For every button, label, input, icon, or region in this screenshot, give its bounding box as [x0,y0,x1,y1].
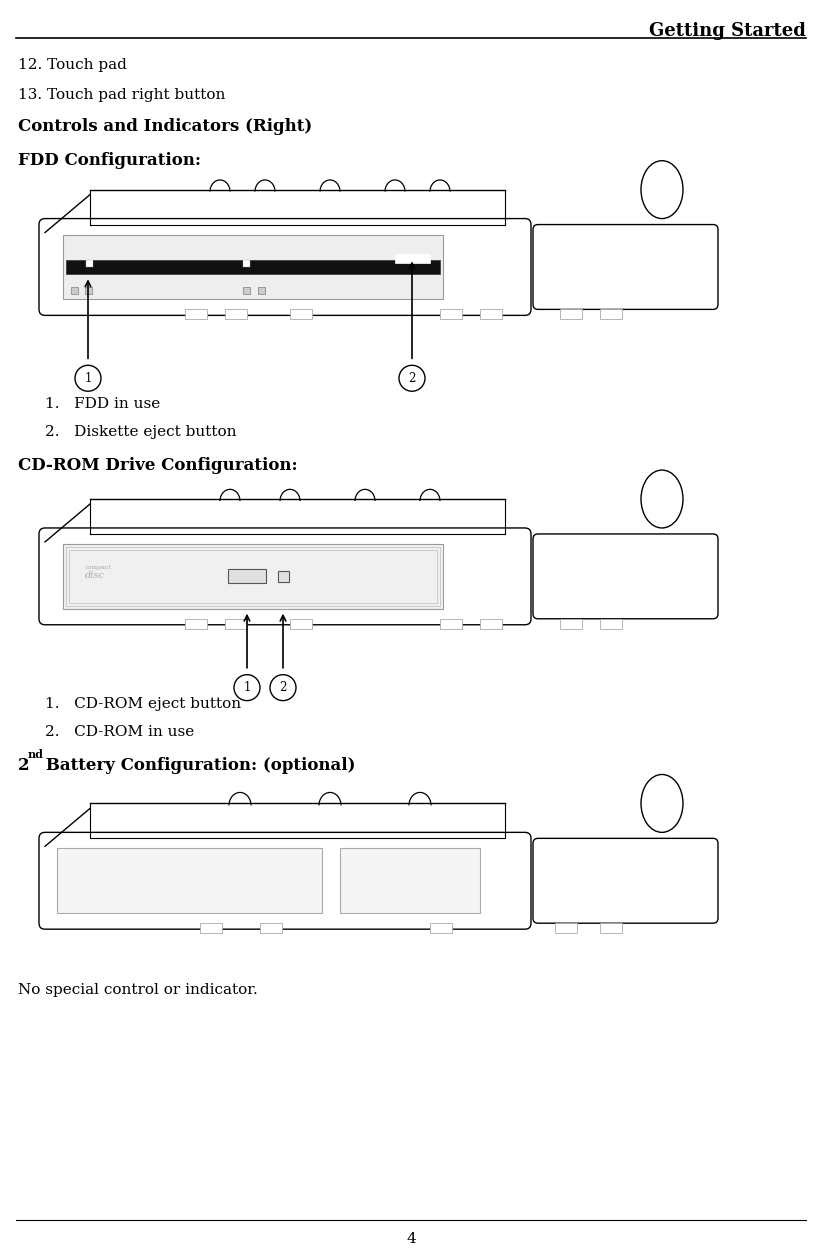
FancyBboxPatch shape [39,832,531,929]
Bar [57,848,322,913]
Bar [185,618,207,628]
Bar [66,261,440,275]
Circle shape [234,674,260,701]
Bar [185,310,207,320]
Bar [600,923,622,933]
Text: disc: disc [85,571,105,581]
FancyBboxPatch shape [533,838,718,923]
Text: 1.   FDD in use: 1. FDD in use [45,397,160,411]
Text: 1: 1 [243,681,251,694]
Bar [243,261,250,267]
Bar [243,287,250,295]
Bar [430,923,452,933]
Bar [480,618,502,628]
Bar [63,543,443,608]
Bar [63,235,443,300]
Bar [600,310,622,320]
FancyBboxPatch shape [533,225,718,310]
Bar [290,618,312,628]
Bar [340,848,480,913]
Bar [228,568,266,583]
Bar [395,254,430,264]
Bar [290,310,312,320]
Text: No special control or indicator.: No special control or indicator. [18,983,258,997]
Bar [258,287,265,295]
Bar [71,287,78,295]
Text: Controls and Indicators (Right): Controls and Indicators (Right) [18,117,312,135]
Bar [225,618,247,628]
Text: 1.   CD-ROM eject button: 1. CD-ROM eject button [45,697,241,711]
Bar [440,618,462,628]
Text: FDD Configuration:: FDD Configuration: [18,151,201,169]
FancyBboxPatch shape [39,528,531,624]
Bar [555,923,577,933]
Text: 2: 2 [409,372,416,385]
FancyBboxPatch shape [39,219,531,316]
Text: 13. Touch pad right button: 13. Touch pad right button [18,87,225,102]
Bar [85,287,92,295]
Bar [440,310,462,320]
Circle shape [399,365,425,391]
Text: 12. Touch pad: 12. Touch pad [18,57,127,72]
Text: CD-ROM Drive Configuration:: CD-ROM Drive Configuration: [18,457,298,475]
Text: 4: 4 [406,1232,416,1245]
Text: compact: compact [85,566,112,571]
Bar [600,618,622,628]
Bar [278,571,289,582]
Bar [66,547,440,606]
FancyBboxPatch shape [533,535,718,618]
Bar [69,550,437,603]
Text: 2.   Diskette eject button: 2. Diskette eject button [45,425,237,440]
Bar [225,310,247,320]
Bar [560,618,582,628]
Text: Getting Started: Getting Started [649,22,806,40]
Ellipse shape [641,161,683,219]
Circle shape [75,365,101,391]
Bar [86,261,93,267]
Text: nd: nd [28,748,44,759]
Text: 2: 2 [18,757,30,773]
Text: 2.   CD-ROM in use: 2. CD-ROM in use [45,724,194,738]
Bar [260,923,282,933]
Bar [560,310,582,320]
Bar [200,923,222,933]
Bar [480,310,502,320]
Ellipse shape [641,774,683,832]
Text: Battery Configuration: (optional): Battery Configuration: (optional) [40,757,355,773]
Text: 1: 1 [85,372,92,385]
Ellipse shape [641,470,683,528]
Circle shape [270,674,296,701]
Text: 2: 2 [279,681,287,694]
